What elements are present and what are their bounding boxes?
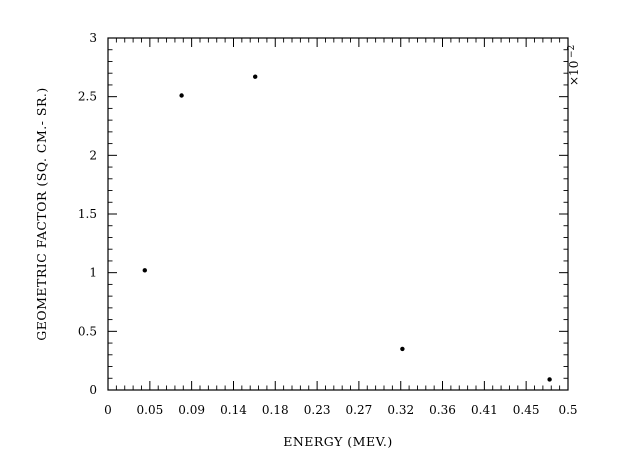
y-tick-label: 1.5 xyxy=(78,207,97,221)
x-tick-label: 0.18 xyxy=(262,403,289,417)
x-tick-label: 0.14 xyxy=(220,403,247,417)
x-axis-title: ENERGY (MEV.) xyxy=(283,434,393,449)
y-tick-label: 0 xyxy=(89,383,97,397)
y-tick-label: 2 xyxy=(89,148,97,162)
y-axis-ticks: 0 0.5 1 1.5 2 2.5 3 xyxy=(78,31,568,397)
plot-frame xyxy=(107,37,569,391)
data-point xyxy=(142,268,147,273)
data-point xyxy=(179,93,184,98)
x-tick-label: 0.05 xyxy=(137,403,164,417)
x-tick-label: 0.45 xyxy=(513,403,540,417)
x-tick-label: 0.32 xyxy=(387,403,414,417)
y-tick-label: 0.5 xyxy=(78,324,97,338)
y-axis-multiplier: ×10 xyxy=(567,61,581,86)
x-tick-label: 0.09 xyxy=(178,403,205,417)
y-axis-title: GEOMETRIC FACTOR (SQ. CM.- SR.) xyxy=(34,87,49,341)
x-axis-ticks: 0 0.05 0.09 0.14 0.18 0.23 0.27 0.32 0.36 0.41 0.4… xyxy=(104,38,578,417)
y-axis-multiplier-exponent: −2 xyxy=(567,45,577,58)
x-tick-label: 0.5 xyxy=(558,403,577,417)
data-point xyxy=(400,346,405,352)
x-tick-label: 0 xyxy=(104,403,112,417)
x-tick-label: 0.41 xyxy=(471,403,498,417)
data-point xyxy=(253,74,258,79)
y-tick-label: 2.5 xyxy=(78,90,97,104)
y-tick-label: 1 xyxy=(89,266,97,280)
x-tick-label: 0.23 xyxy=(304,403,331,417)
data-point xyxy=(547,377,552,382)
data-points xyxy=(142,74,552,382)
x-tick-label: 0.36 xyxy=(429,403,456,417)
x-tick-label: 0.27 xyxy=(346,403,373,417)
y-tick-label: 3 xyxy=(89,31,97,45)
